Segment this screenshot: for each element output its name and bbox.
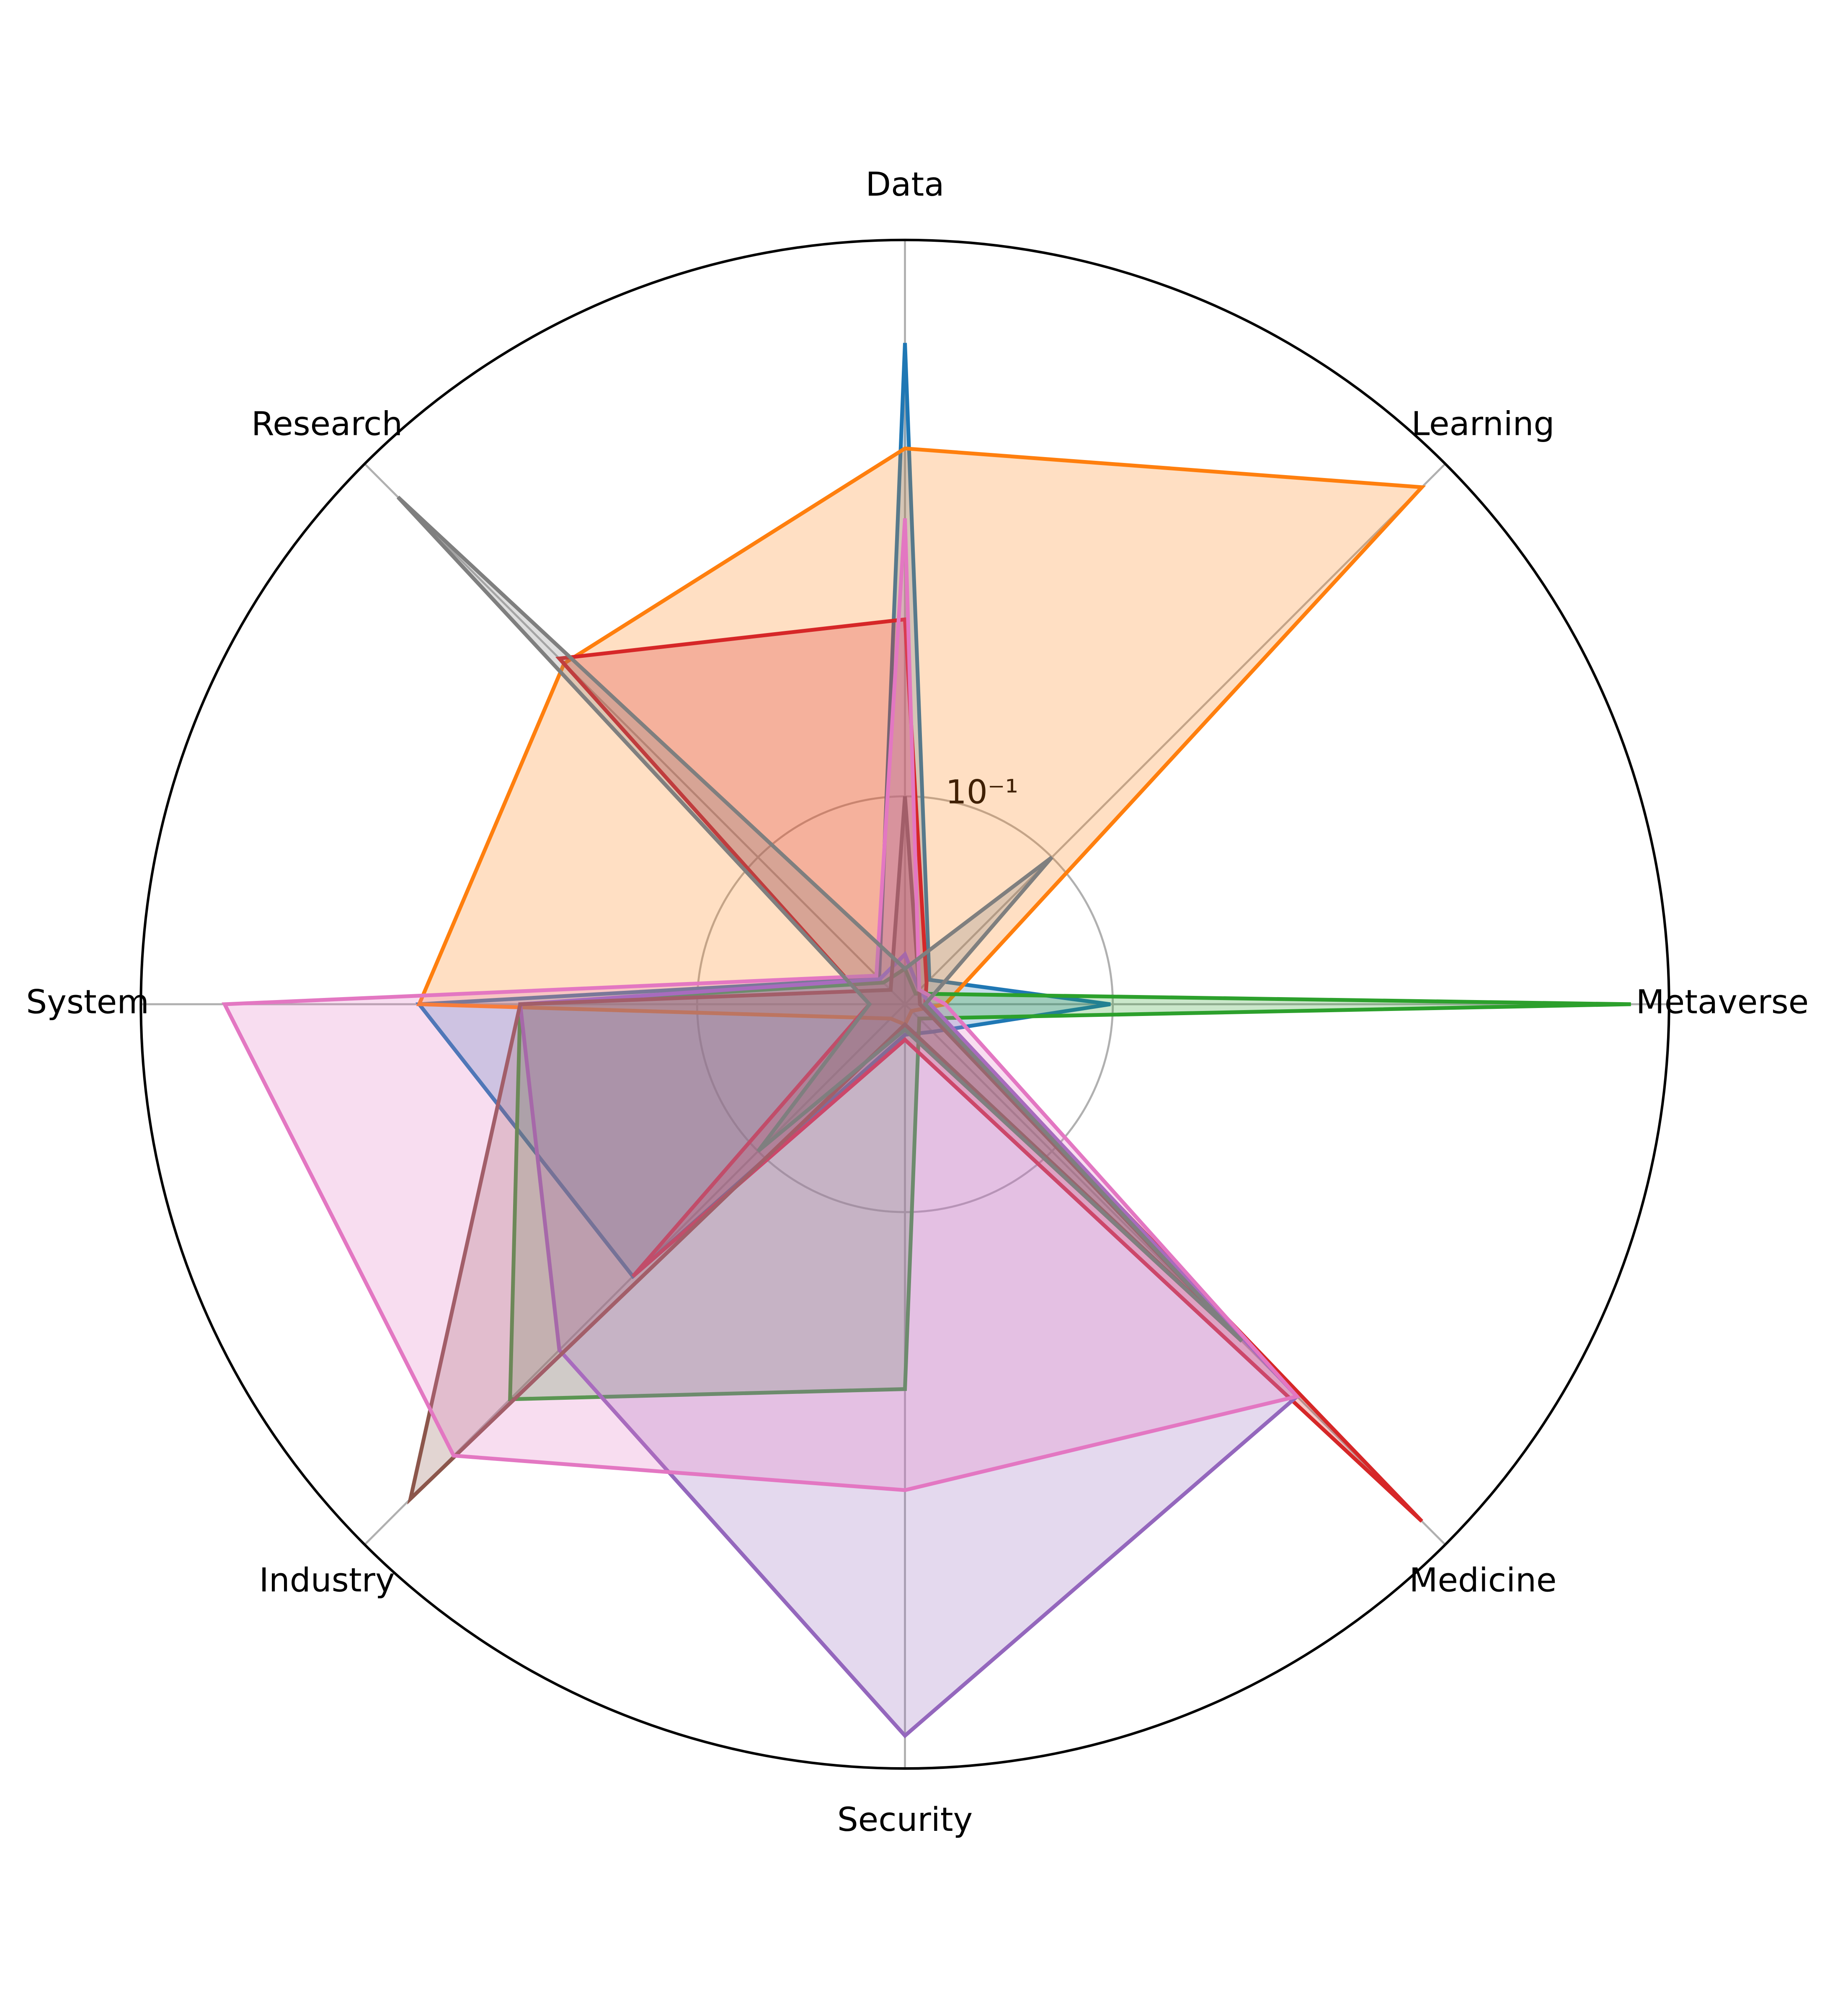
spoke — [904, 463, 1446, 1005]
category-label: Security — [837, 1800, 973, 1839]
category-label: Industry — [259, 1561, 395, 1599]
series-area — [396, 496, 1244, 1343]
series-area — [222, 518, 1301, 1492]
outer-circle — [139, 238, 1670, 1770]
series-area — [508, 966, 1631, 1401]
category-label: Research — [251, 405, 403, 443]
category-label: Data — [866, 165, 945, 204]
r-tick-label: 10⁻¹ — [946, 773, 1018, 812]
series-area — [407, 796, 1244, 1505]
series-area — [555, 617, 1423, 1523]
category-label: System — [26, 982, 149, 1021]
series-area — [415, 343, 1111, 1279]
series-area — [518, 951, 1300, 1739]
category-label: Metaverse — [1636, 982, 1809, 1021]
category-label: Medicine — [1409, 1561, 1557, 1599]
spoke — [364, 463, 906, 1005]
category-label: Learning — [1411, 405, 1554, 443]
